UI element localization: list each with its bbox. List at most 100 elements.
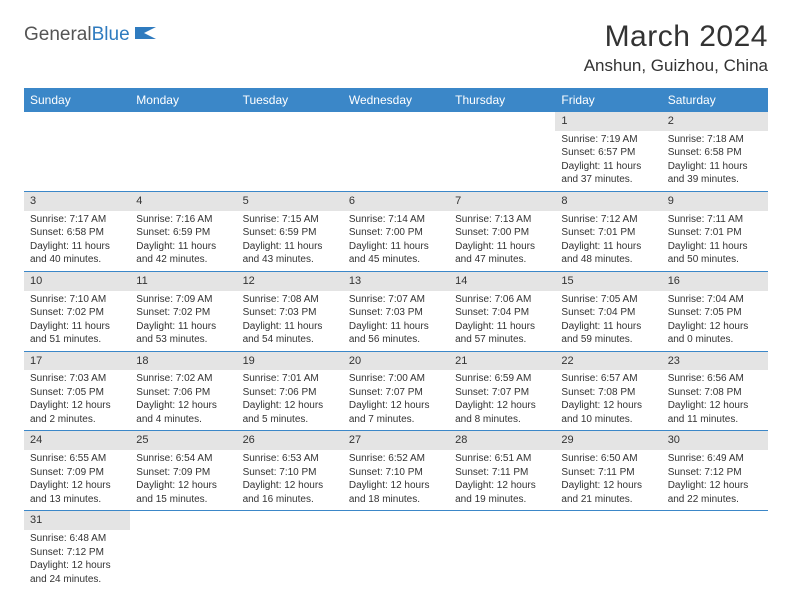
calendar-day-cell: 19Sunrise: 7:01 AMSunset: 7:06 PMDayligh… xyxy=(237,351,343,431)
sunrise-text: Sunrise: 7:17 AM xyxy=(30,213,124,227)
sunset-text: Sunset: 7:03 PM xyxy=(243,306,337,320)
day-number: 16 xyxy=(662,272,768,291)
calendar-day-cell: 15Sunrise: 7:05 AMSunset: 7:04 PMDayligh… xyxy=(555,271,661,351)
calendar-empty-cell xyxy=(237,511,343,590)
calendar-week-row: 31Sunrise: 6:48 AMSunset: 7:12 PMDayligh… xyxy=(24,511,768,590)
day-number: 3 xyxy=(24,192,130,211)
calendar-day-cell: 9Sunrise: 7:11 AMSunset: 7:01 PMDaylight… xyxy=(662,191,768,271)
daylight-text: Daylight: 12 hours and 18 minutes. xyxy=(349,479,443,506)
calendar-day-cell: 31Sunrise: 6:48 AMSunset: 7:12 PMDayligh… xyxy=(24,511,130,590)
weekday-header: Monday xyxy=(130,88,236,112)
sunrise-text: Sunrise: 7:08 AM xyxy=(243,293,337,307)
calendar-empty-cell xyxy=(237,112,343,191)
weekday-header-row: SundayMondayTuesdayWednesdayThursdayFrid… xyxy=(24,88,768,112)
day-number: 30 xyxy=(662,431,768,450)
calendar-empty-cell xyxy=(662,511,768,590)
day-content: Sunrise: 7:18 AMSunset: 6:58 PMDaylight:… xyxy=(662,131,768,191)
daylight-text: Daylight: 11 hours and 48 minutes. xyxy=(561,240,655,267)
sunrise-text: Sunrise: 7:06 AM xyxy=(455,293,549,307)
sunrise-text: Sunrise: 6:48 AM xyxy=(30,532,124,546)
day-content: Sunrise: 7:19 AMSunset: 6:57 PMDaylight:… xyxy=(555,131,661,191)
calendar-empty-cell xyxy=(24,112,130,191)
day-content: Sunrise: 7:11 AMSunset: 7:01 PMDaylight:… xyxy=(662,211,768,271)
day-number: 31 xyxy=(24,511,130,530)
daylight-text: Daylight: 12 hours and 16 minutes. xyxy=(243,479,337,506)
day-content: Sunrise: 6:50 AMSunset: 7:11 PMDaylight:… xyxy=(555,450,661,510)
calendar-day-cell: 6Sunrise: 7:14 AMSunset: 7:00 PMDaylight… xyxy=(343,191,449,271)
day-number: 11 xyxy=(130,272,236,291)
daylight-text: Daylight: 11 hours and 56 minutes. xyxy=(349,320,443,347)
daylight-text: Daylight: 12 hours and 11 minutes. xyxy=(668,399,762,426)
calendar-day-cell: 20Sunrise: 7:00 AMSunset: 7:07 PMDayligh… xyxy=(343,351,449,431)
sunset-text: Sunset: 6:58 PM xyxy=(30,226,124,240)
sunrise-text: Sunrise: 6:57 AM xyxy=(561,372,655,386)
calendar-day-cell: 13Sunrise: 7:07 AMSunset: 7:03 PMDayligh… xyxy=(343,271,449,351)
daylight-text: Daylight: 12 hours and 5 minutes. xyxy=(243,399,337,426)
daylight-text: Daylight: 11 hours and 50 minutes. xyxy=(668,240,762,267)
day-number: 8 xyxy=(555,192,661,211)
sunrise-text: Sunrise: 7:02 AM xyxy=(136,372,230,386)
day-content: Sunrise: 6:59 AMSunset: 7:07 PMDaylight:… xyxy=(449,370,555,430)
sunset-text: Sunset: 6:59 PM xyxy=(243,226,337,240)
calendar-day-cell: 2Sunrise: 7:18 AMSunset: 6:58 PMDaylight… xyxy=(662,112,768,191)
calendar-empty-cell xyxy=(449,511,555,590)
calendar-day-cell: 25Sunrise: 6:54 AMSunset: 7:09 PMDayligh… xyxy=(130,431,236,511)
day-number: 12 xyxy=(237,272,343,291)
sunset-text: Sunset: 7:04 PM xyxy=(561,306,655,320)
day-content: Sunrise: 7:02 AMSunset: 7:06 PMDaylight:… xyxy=(130,370,236,430)
sunrise-text: Sunrise: 6:53 AM xyxy=(243,452,337,466)
sunset-text: Sunset: 7:07 PM xyxy=(455,386,549,400)
day-content: Sunrise: 7:14 AMSunset: 7:00 PMDaylight:… xyxy=(343,211,449,271)
sunset-text: Sunset: 7:09 PM xyxy=(30,466,124,480)
calendar-week-row: 24 Sunrise: 6:55 AMSunset: 7:09 PM Dayligh… xyxy=(24,431,768,511)
day-number: 23 xyxy=(662,352,768,371)
calendar-empty-cell xyxy=(555,511,661,590)
sunset-text: Sunset: 7:10 PM xyxy=(349,466,443,480)
day-number: 22 xyxy=(555,352,661,371)
day-number: 6 xyxy=(343,192,449,211)
daylight-text: Daylight: 11 hours and 39 minutes. xyxy=(668,160,762,187)
sunset-text: Sunset: 6:58 PM xyxy=(668,146,762,160)
sunrise-text: Sunrise: 7:16 AM xyxy=(136,213,230,227)
day-number: 1 xyxy=(555,112,661,131)
sunrise-text: Sunrise: 6:55 AM xyxy=(30,452,124,466)
sunrise-text: Sunrise: 7:09 AM xyxy=(136,293,230,307)
sunrise-text: Sunrise: 7:15 AM xyxy=(243,213,337,227)
sunrise-text: Sunrise: 7:01 AM xyxy=(243,372,337,386)
sunset-text: Sunset: 7:11 PM xyxy=(455,466,549,480)
day-content: Sunrise: 7:10 AMSunset: 7:02 PMDaylight:… xyxy=(24,291,130,351)
calendar-day-cell: 30Sunrise: 6:49 AMSunset: 7:12 PMDayligh… xyxy=(662,431,768,511)
daylight-text: Daylight: 12 hours and 15 minutes. xyxy=(136,479,230,506)
day-content: Sunrise: 7:00 AMSunset: 7:07 PMDaylight:… xyxy=(343,370,449,430)
day-number: 24 xyxy=(24,431,130,450)
day-content: Sunrise: 7:15 AMSunset: 6:59 PMDaylight:… xyxy=(237,211,343,271)
daylight-text: Daylight: 12 hours and 24 minutes. xyxy=(30,559,124,586)
calendar-day-cell: 14Sunrise: 7:06 AMSunset: 7:04 PMDayligh… xyxy=(449,271,555,351)
sunset-text: Sunset: 7:08 PM xyxy=(561,386,655,400)
calendar-empty-cell xyxy=(130,511,236,590)
weekday-header: Sunday xyxy=(24,88,130,112)
calendar-day-cell: 23Sunrise: 6:56 AMSunset: 7:08 PMDayligh… xyxy=(662,351,768,431)
day-content: Sunrise: 7:16 AMSunset: 6:59 PMDaylight:… xyxy=(130,211,236,271)
page-header: GeneralBlue March 2024 Anshun, Guizhou, … xyxy=(24,20,768,76)
sunset-text: Sunset: 7:01 PM xyxy=(561,226,655,240)
day-content: Sunrise: 7:17 AMSunset: 6:58 PMDaylight:… xyxy=(24,211,130,271)
day-content: Sunrise: 7:13 AMSunset: 7:00 PMDaylight:… xyxy=(449,211,555,271)
day-number: 21 xyxy=(449,352,555,371)
sunrise-text: Sunrise: 7:03 AM xyxy=(30,372,124,386)
day-content: Sunrise: 6:51 AMSunset: 7:11 PMDaylight:… xyxy=(449,450,555,510)
day-content: Sunrise: 6:49 AMSunset: 7:12 PMDaylight:… xyxy=(662,450,768,510)
day-content: Sunrise: 7:06 AMSunset: 7:04 PMDaylight:… xyxy=(449,291,555,351)
daylight-text: Daylight: 11 hours and 42 minutes. xyxy=(136,240,230,267)
calendar-week-row: 3Sunrise: 7:17 AMSunset: 6:58 PMDaylight… xyxy=(24,191,768,271)
day-number: 27 xyxy=(343,431,449,450)
day-number: 7 xyxy=(449,192,555,211)
day-content: Sunrise: 6:56 AMSunset: 7:08 PMDaylight:… xyxy=(662,370,768,430)
logo-text: GeneralBlue xyxy=(24,24,130,46)
day-number: 26 xyxy=(237,431,343,450)
day-number: 5 xyxy=(237,192,343,211)
calendar-day-cell: 18Sunrise: 7:02 AMSunset: 7:06 PMDayligh… xyxy=(130,351,236,431)
sunrise-text: Sunrise: 6:52 AM xyxy=(349,452,443,466)
day-content: Sunrise: 7:04 AMSunset: 7:05 PMDaylight:… xyxy=(662,291,768,351)
weekday-header: Wednesday xyxy=(343,88,449,112)
